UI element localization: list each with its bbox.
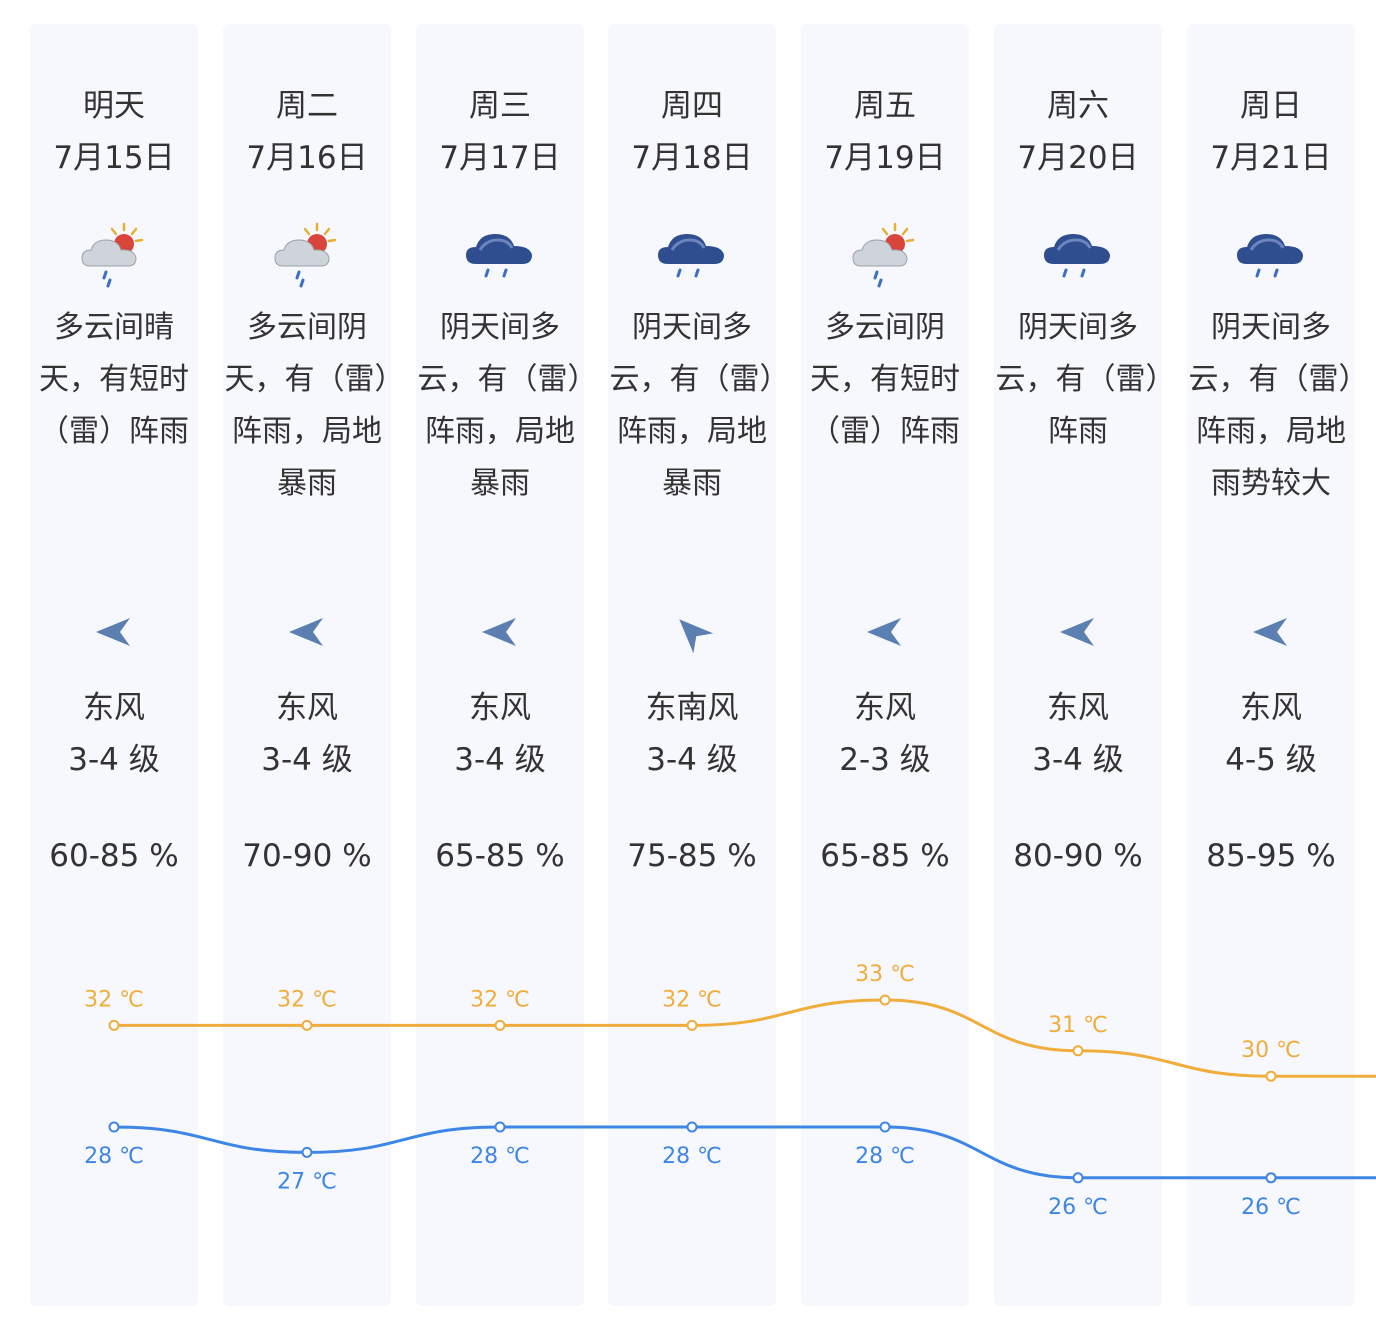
humidity: 80-90 % xyxy=(1013,838,1143,874)
weather-description: 阴天间多云，有（雷）阵雨，局地暴雨 xyxy=(417,310,583,501)
weather-description: 多云间阴天，有短时（雷）阵雨 xyxy=(810,310,960,449)
wind-level: 3-4 级 xyxy=(1032,742,1124,778)
humidity: 85-95 % xyxy=(1206,838,1336,874)
wind-level: 4-5 级 xyxy=(1225,742,1317,778)
cloud-rain-icon xyxy=(1233,220,1309,290)
wind-level: 2-3 级 xyxy=(839,742,931,778)
day-name: 周日 xyxy=(1240,88,1302,124)
wind-direction: 东风 xyxy=(1047,690,1109,726)
partly-sunny-rain-icon xyxy=(847,220,923,290)
weather-description: 多云间阴天，有（雷）阵雨，局地暴雨 xyxy=(224,310,390,501)
humidity: 60-85 % xyxy=(49,838,179,874)
cloud-rain-icon xyxy=(462,220,538,290)
day-date: 7月19日 xyxy=(824,140,946,176)
day-name: 周三 xyxy=(469,88,531,124)
day-date: 7月18日 xyxy=(631,140,753,176)
wind-direction: 东风 xyxy=(276,690,338,726)
weather-description: 阴天间多云，有（雷）阵雨，局地雨势较大 xyxy=(1188,310,1354,501)
partly-sunny-rain-icon xyxy=(76,220,152,290)
day-date: 7月15日 xyxy=(53,140,175,176)
day-date: 7月16日 xyxy=(246,140,368,176)
wind-direction-arrow-icon xyxy=(1247,608,1295,656)
wind-direction-arrow-icon xyxy=(90,608,138,656)
wind-direction-arrow-icon xyxy=(861,608,909,656)
day-date: 7月17日 xyxy=(439,140,561,176)
wind-direction: 东南风 xyxy=(645,690,739,726)
wind-level: 3-4 级 xyxy=(646,742,738,778)
day-name: 周五 xyxy=(854,88,916,124)
wind-direction: 东风 xyxy=(854,690,916,726)
humidity: 70-90 % xyxy=(242,838,372,874)
wind-direction-arrow-icon xyxy=(283,608,331,656)
forecast-day-column: 明天 7月15日 多云间晴天，有短时（雷）阵雨 东风 3-4 级 60-85 % xyxy=(30,24,198,1306)
forecast-day-column: 周五 7月19日 多云间阴天，有短时（雷）阵雨 东风 2-3 级 65-85 % xyxy=(801,24,969,1306)
humidity: 75-85 % xyxy=(627,838,757,874)
cloud-rain-icon xyxy=(654,220,730,290)
weather-description: 阴天间多云，有（雷）阵雨，局地暴雨 xyxy=(609,310,775,501)
forecast-day-column: 周四 7月18日 阴天间多云，有（雷）阵雨，局地暴雨 东南风 3-4 级 75-… xyxy=(608,24,776,1306)
wind-level: 3-4 级 xyxy=(68,742,160,778)
wind-direction-arrow-icon xyxy=(668,608,716,656)
wind-direction: 东风 xyxy=(1240,690,1302,726)
wind-level: 3-4 级 xyxy=(261,742,353,778)
day-name: 周四 xyxy=(661,88,723,124)
forecast-day-column: 周六 7月20日 阴天间多云，有（雷）阵雨 东风 3-4 级 80-90 % xyxy=(994,24,1162,1306)
day-date: 7月21日 xyxy=(1210,140,1332,176)
wind-direction-arrow-icon xyxy=(476,608,524,656)
wind-direction: 东风 xyxy=(83,690,145,726)
wind-direction-arrow-icon xyxy=(1054,608,1102,656)
wind-direction: 东风 xyxy=(469,690,531,726)
cloud-rain-icon xyxy=(1040,220,1116,290)
weather-description: 多云间晴天，有短时（雷）阵雨 xyxy=(39,310,189,449)
day-name: 明天 xyxy=(83,88,145,124)
forecast-day-column: 周二 7月16日 多云间阴天，有（雷）阵雨，局地暴雨 东风 3-4 级 70-9… xyxy=(223,24,391,1306)
forecast-day-column: 周三 7月17日 阴天间多云，有（雷）阵雨，局地暴雨 东风 3-4 级 65-8… xyxy=(416,24,584,1306)
day-name: 周六 xyxy=(1047,88,1109,124)
day-name: 周二 xyxy=(276,88,338,124)
humidity: 65-85 % xyxy=(435,838,565,874)
forecast-day-column: 周日 7月21日 阴天间多云，有（雷）阵雨，局地雨势较大 东风 4-5 级 85… xyxy=(1187,24,1355,1306)
weather-description: 阴天间多云，有（雷）阵雨 xyxy=(995,310,1161,449)
wind-level: 3-4 级 xyxy=(454,742,546,778)
day-date: 7月20日 xyxy=(1017,140,1139,176)
humidity: 65-85 % xyxy=(820,838,950,874)
partly-sunny-rain-icon xyxy=(269,220,345,290)
